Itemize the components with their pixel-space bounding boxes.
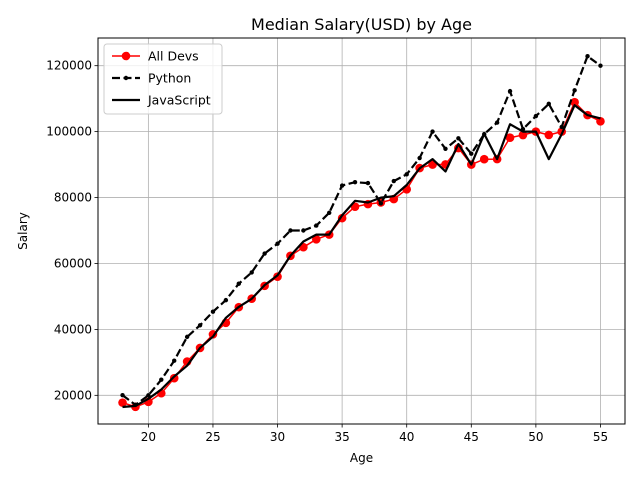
data-point-python	[223, 297, 229, 303]
data-point-all-devs	[570, 97, 579, 107]
data-point-python	[236, 281, 241, 286]
data-point-python	[249, 270, 254, 275]
data-point-all-devs	[118, 398, 127, 407]
data-point-all-devs	[544, 130, 554, 140]
data-point-python	[210, 309, 216, 314]
legend: All Devs Python JavaScript	[103, 43, 223, 115]
legend-label-all-devs: All Devs	[148, 49, 199, 64]
data-point-python	[404, 172, 409, 177]
data-point-python	[314, 223, 319, 228]
legend-box	[103, 43, 223, 115]
y-tick-label: 40000	[54, 322, 92, 336]
data-point-python	[559, 124, 564, 130]
x-tick-label: 30	[270, 430, 285, 444]
data-point-python	[275, 241, 280, 246]
data-point-python	[327, 210, 332, 216]
data-point-python	[546, 101, 551, 107]
data-point-python	[417, 155, 422, 161]
x-tick-label: 45	[464, 430, 479, 444]
tick-group: 20 25 30 35 40 45 50 55 20000 40000 60000 80000 1000…	[46, 59, 608, 444]
data-point-all-devs	[505, 133, 515, 143]
y-axis-label: Salary	[16, 212, 30, 250]
data-point-python	[120, 392, 125, 398]
data-point-python	[494, 120, 500, 125]
x-axis-label: Age	[350, 451, 373, 465]
data-point-python	[339, 183, 345, 188]
data-point-all-devs	[518, 130, 528, 140]
x-tick-label: 40	[399, 430, 414, 444]
x-tick-label: 35	[334, 430, 349, 444]
data-point-python	[172, 358, 177, 363]
data-point-python	[469, 151, 474, 156]
legend-label-python: Python	[148, 71, 191, 86]
y-tick-label: 60000	[54, 256, 92, 270]
data-point-python	[598, 63, 603, 68]
legend-marker-python	[123, 75, 129, 81]
y-tick-label: 100000	[46, 125, 92, 139]
legend-marker-all-devs	[121, 51, 131, 61]
data-point-python	[391, 178, 396, 184]
x-tick-label: 50	[528, 430, 543, 444]
y-tick-label: 80000	[54, 191, 92, 205]
y-tick-label: 120000	[46, 59, 92, 73]
data-point-python	[507, 88, 513, 94]
data-point-python	[443, 146, 448, 151]
axes-frame	[97, 37, 626, 425]
data-point-python	[456, 136, 461, 141]
data-point-python	[365, 180, 371, 186]
x-tick-label: 25	[205, 430, 220, 444]
data-point-python	[430, 129, 435, 134]
data-point-python	[533, 113, 539, 119]
data-point-python	[572, 88, 577, 93]
grid	[98, 38, 625, 424]
data-point-all-devs	[479, 154, 489, 164]
data-point-all-devs	[311, 235, 321, 244]
x-tick-label: 20	[141, 430, 156, 444]
data-point-python	[378, 201, 384, 206]
data-point-python	[288, 228, 293, 233]
data-point-all-devs	[596, 117, 605, 126]
y-tick-label: 20000	[54, 388, 92, 402]
data-point-python	[146, 393, 151, 398]
series-line-javascript	[122, 104, 601, 409]
data-point-python	[352, 179, 358, 185]
data-point-python	[262, 251, 267, 256]
legend-label-javascript: JavaScript	[147, 93, 211, 108]
data-point-python	[159, 377, 164, 382]
series-group	[118, 54, 605, 412]
series-line-python	[121, 55, 602, 406]
data-point-python	[197, 323, 203, 328]
x-tick-label: 55	[593, 430, 608, 444]
data-point-python	[301, 228, 306, 233]
data-point-python	[184, 334, 190, 340]
chart-title: Median Salary(USD) by Age	[251, 15, 472, 34]
data-point-python	[585, 54, 590, 59]
